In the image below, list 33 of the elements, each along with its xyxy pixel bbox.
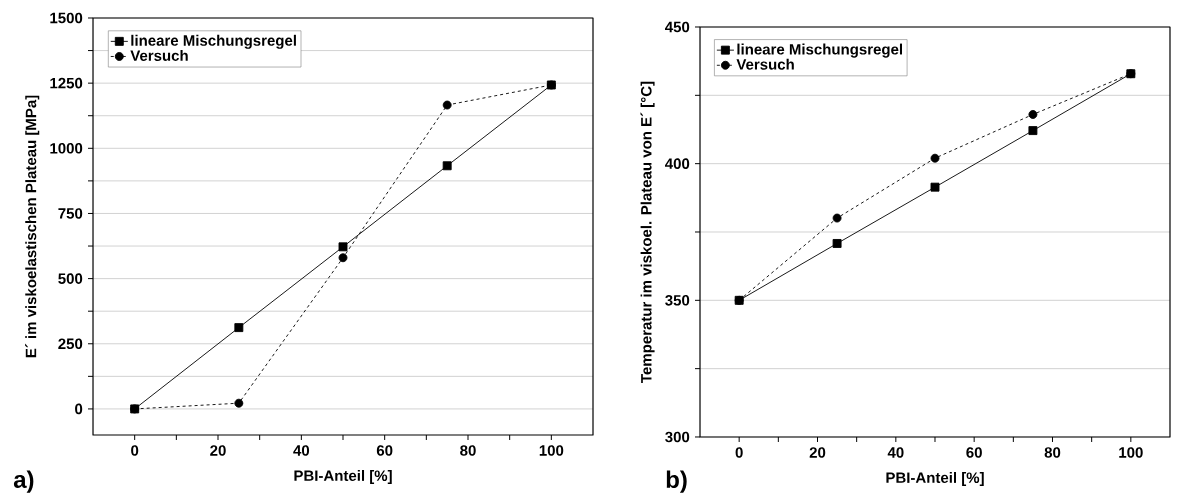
y-tick-label: 1500 [50,12,83,24]
text: b) [666,470,687,493]
x-tick-label: 0 [735,447,743,458]
y-tick-label: 750 [58,208,83,219]
y-tick-label: 500 [58,273,83,284]
x-tick-label: 20 [210,445,226,456]
x-axis-title: PBI-Anteil [%] [886,472,984,486]
x-tick-label: 60 [966,447,982,458]
legend-label: lineare Mischungsregel [737,43,903,58]
y-tick-label: 350 [665,295,690,306]
x-tick-label: 80 [460,445,476,456]
y-tick-label: 1000 [50,142,83,154]
y-tick-label: 0 [75,403,83,415]
x-tick-label: 40 [293,445,310,456]
x-tick-label: 40 [887,447,904,458]
y-axis-title: E´ im viskoelastischen Plateau [MPa] [25,95,40,358]
y-tick-label: 400 [665,158,690,169]
y-axis-title: Temperatur im viskoel. Plateau von E´ [°C] [640,81,655,383]
x-axis-title: PBI-Anteil [%] [294,470,392,484]
y-tick-label: 250 [58,338,83,350]
y-tick-label: 1250 [50,77,83,89]
legend-label: lineare Mischungsregel [131,34,296,49]
y-tick-label: 450 [665,21,690,33]
x-tick-label: 80 [1044,447,1061,458]
x-tick-label: 100 [1119,447,1143,458]
text: a) [13,470,34,493]
x-tick-label: 100 [539,445,564,456]
legend-label: Versuch [130,49,188,61]
legend-label: Versuch [736,58,794,70]
x-tick-label: 0 [131,445,139,456]
x-tick-label: 60 [376,445,393,456]
x-tick-label: 20 [809,447,826,458]
y-tick-label: 300 [665,431,690,443]
